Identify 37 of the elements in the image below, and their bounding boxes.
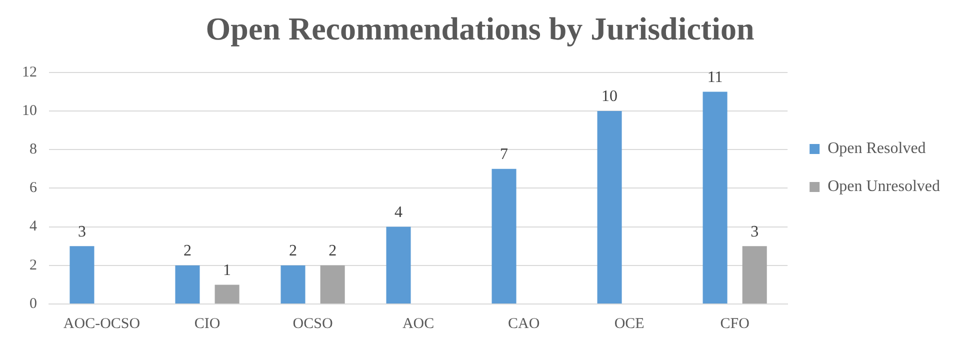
bar <box>702 92 728 304</box>
x-tick-label: CAO <box>508 316 540 332</box>
data-label: 4 <box>394 204 403 222</box>
bar <box>70 246 94 304</box>
data-label: 1 <box>223 262 232 279</box>
bar <box>492 168 516 304</box>
x-tick-label: AOC <box>402 316 434 332</box>
data-label: 2 <box>328 242 337 260</box>
x-tick-label: CFO <box>720 316 750 332</box>
data-label: 10 <box>602 88 618 106</box>
chart-title: Open Recommendations by Jurisdiction <box>206 10 754 46</box>
x-tick-label: AOC-OCSO <box>63 316 140 332</box>
y-tick-label: 0 <box>30 296 37 312</box>
x-tick-label: OCE <box>614 316 644 332</box>
y-tick-label: 2 <box>30 257 37 274</box>
x-tick-label: CIO <box>194 316 220 332</box>
bar <box>320 265 345 304</box>
bar <box>597 111 622 304</box>
y-tick-label: 8 <box>30 142 37 158</box>
bar <box>175 265 200 304</box>
data-label: 3 <box>78 223 86 240</box>
y-tick-label: 12 <box>22 64 37 80</box>
legend-label: Open Resolved <box>828 140 926 158</box>
legend-label: Open Unresolved <box>828 178 940 196</box>
bar <box>742 246 767 304</box>
data-label: 2 <box>183 242 192 260</box>
data-label: 2 <box>288 242 297 260</box>
data-label: 7 <box>500 146 508 164</box>
x-tick-label: OCSO <box>292 316 333 332</box>
y-tick-label: 6 <box>30 180 38 196</box>
y-tick-label: 4 <box>30 218 38 235</box>
bar <box>214 284 240 304</box>
data-label: 3 <box>750 223 759 240</box>
y-tick-label: 10 <box>22 102 37 119</box>
data-label: 11 <box>707 68 723 86</box>
bar <box>280 265 306 304</box>
bar <box>386 226 411 304</box>
